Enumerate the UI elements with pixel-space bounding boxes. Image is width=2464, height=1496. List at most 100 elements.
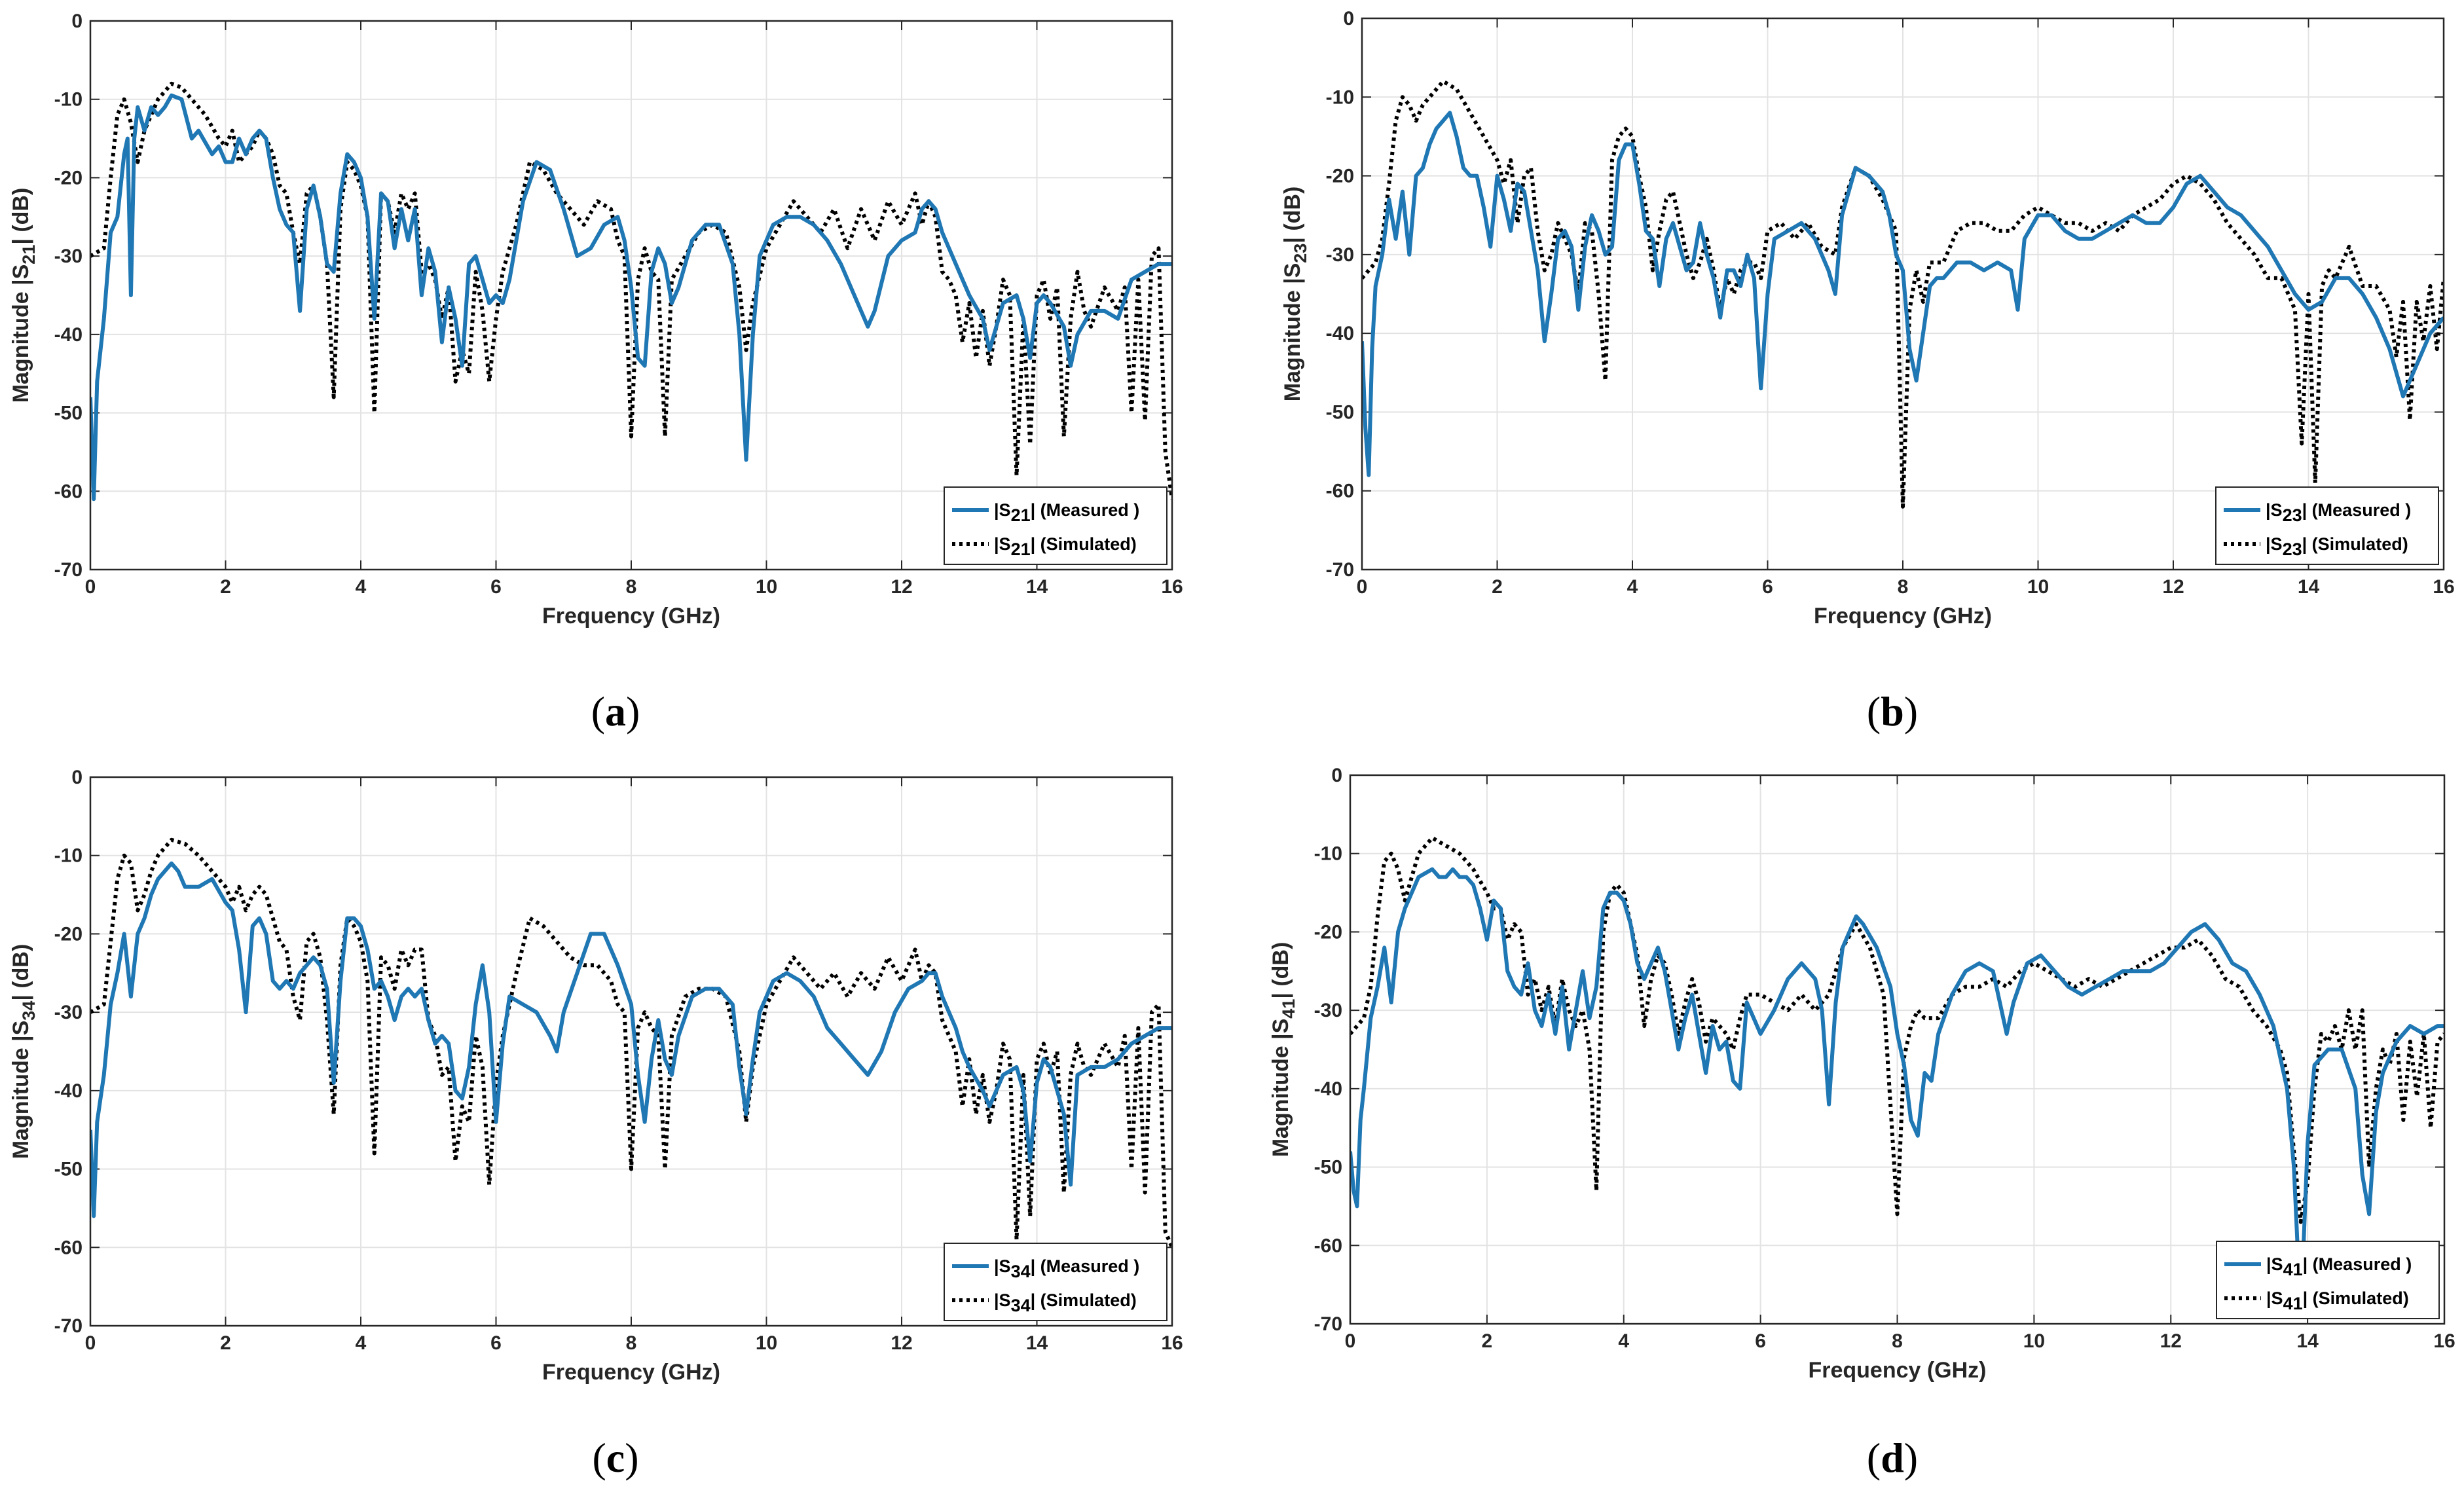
y-tick-label: -60	[54, 481, 83, 502]
x-tick-label: 8	[1898, 576, 1909, 598]
y-tick-label: -70	[54, 559, 83, 581]
axes-frame	[1361, 17, 2445, 571]
y-tick-label: 0	[1331, 765, 1342, 786]
y-tick-label: -50	[1326, 401, 1354, 423]
x-tick-label: 0	[85, 576, 96, 598]
x-tick-label: 14	[2296, 1330, 2319, 1352]
x-tick-label: 4	[1618, 1330, 1629, 1352]
x-tick-label: 0	[1345, 1330, 1356, 1352]
chart-svg-d: 0 2 4 6 8 10 12 14 16 0 -10 -20 -30 -40 -50 -60 -70 Frequ…	[1268, 765, 2455, 1383]
legend-label-measured: |S23| (Measured )	[2266, 500, 2411, 525]
series-line-measured	[90, 93, 1172, 502]
x-tick-label: 12	[2162, 576, 2184, 598]
y-tick-label: -40	[54, 1080, 83, 1102]
legend-box	[944, 486, 1168, 565]
chart-panel-c: 0 2 4 6 8 10 12 14 16 0 -10 -20 -30 -40 -50 -60 -70 Frequ…	[0, 746, 1218, 1408]
x-tick-label: 4	[356, 576, 367, 598]
axes-frame	[1349, 774, 2446, 1325]
legend-label-measured: |S21| (Measured )	[994, 500, 1139, 525]
x-tick-label: 6	[1755, 1330, 1766, 1352]
x-axis-label: Frequency (GHz)	[1808, 1358, 1986, 1383]
x-tick-label: 8	[626, 576, 637, 598]
x-tick-label: 2	[1482, 1330, 1493, 1352]
y-tick-label: -60	[1314, 1235, 1342, 1256]
x-tick-label: 8	[1892, 1330, 1903, 1352]
x-tick-label: 6	[1762, 576, 1773, 598]
x-tick-label: 10	[756, 576, 777, 598]
y-tick-label: -30	[54, 246, 83, 267]
y-tick-label: -40	[1314, 1078, 1342, 1100]
x-axis-label: Frequency (GHz)	[542, 604, 720, 629]
y-tick-label: 0	[71, 10, 83, 32]
x-tick-label: 12	[891, 1332, 912, 1354]
y-tick-label: -20	[54, 167, 83, 189]
x-tick-label: 4	[1627, 576, 1638, 598]
y-tick-label: 0	[71, 767, 83, 788]
y-tick-label: -20	[54, 923, 83, 945]
chart-panel-d: 0 2 4 6 8 10 12 14 16 0 -10 -20 -30 -40 -50 -60 -70 Frequ…	[1268, 746, 2464, 1408]
axes-frame	[89, 20, 1173, 571]
x-tick-label: 14	[1026, 1332, 1048, 1354]
caption-a: (a)	[591, 688, 640, 735]
legend-label-simulated: |S34| (Simulated)	[994, 1290, 1137, 1315]
y-tick-label: -20	[1314, 921, 1342, 943]
x-axis-label: Frequency (GHz)	[1814, 604, 1992, 629]
legend-label-simulated: |S41| (Simulated)	[2266, 1288, 2409, 1313]
legend-box	[2216, 1241, 2440, 1319]
legend-label-simulated: |S23| (Simulated)	[2266, 534, 2408, 559]
legend-label-simulated: |S21| (Simulated)	[994, 534, 1137, 559]
y-tick-label: -70	[1314, 1313, 1342, 1335]
legend-label-measured: |S41| (Measured )	[2266, 1254, 2412, 1279]
x-tick-label: 8	[626, 1332, 637, 1354]
y-tick-label: -70	[54, 1315, 83, 1337]
x-tick-label: 6	[490, 1332, 502, 1354]
x-tick-label: 2	[220, 1332, 231, 1354]
y-tick-label: -50	[1314, 1157, 1342, 1178]
legend-label-measured: |S34| (Measured )	[994, 1256, 1139, 1281]
y-axis-label: Magnitude |S23| (dB)	[1280, 187, 1310, 402]
x-tick-label: 2	[1492, 576, 1503, 598]
legend: |S34| (Measured ) |S34| (Simulated)	[944, 1243, 1168, 1321]
x-tick-label: 14	[2298, 576, 2320, 598]
series-line-simulated	[1362, 79, 2444, 509]
series-line-measured	[1350, 867, 2444, 1318]
y-tick-label: -10	[54, 89, 83, 111]
y-tick-label: -10	[1314, 843, 1342, 865]
y-axis-label: Magnitude |S41| (dB)	[1268, 942, 1298, 1158]
y-tick-label: -50	[54, 1159, 83, 1180]
y-tick-label: -60	[54, 1237, 83, 1258]
y-tick-label: -40	[54, 324, 83, 346]
x-tick-label: 16	[1161, 1332, 1183, 1354]
y-tick-label: -20	[1326, 166, 1354, 187]
x-tick-label: 4	[356, 1332, 367, 1354]
series-line-simulated	[90, 837, 1172, 1249]
chart-svg-c: 0 2 4 6 8 10 12 14 16 0 -10 -20 -30 -40 -50 -60 -70 Frequ…	[9, 767, 1183, 1385]
y-tick-label: -60	[1326, 481, 1354, 502]
x-tick-label: 10	[756, 1332, 777, 1354]
legend: |S21| (Measured ) |S21| (Simulated)	[944, 486, 1168, 565]
y-tick-label: -50	[54, 403, 83, 424]
x-tick-label: 2	[220, 576, 231, 598]
legend-box	[2215, 486, 2439, 565]
x-tick-label: 12	[2160, 1330, 2182, 1352]
x-tick-label: 16	[1161, 576, 1183, 598]
y-tick-label: -40	[1326, 323, 1354, 344]
legend: |S41| (Measured ) |S41| (Simulated)	[2216, 1241, 2440, 1319]
series-line-measured	[90, 861, 1172, 1218]
x-tick-label: 0	[1357, 576, 1368, 598]
chart-svg-a: 0 2 4 6 8 10 12 14 16 0 -10 -20 -30 -40 -50 -60 -70 Frequ…	[9, 10, 1183, 629]
caption-b: (b)	[1866, 688, 1919, 735]
x-tick-label: 10	[2023, 1330, 2045, 1352]
x-tick-label: 16	[2433, 576, 2454, 598]
x-tick-label: 10	[2027, 576, 2049, 598]
series-line-measured	[1362, 111, 2444, 477]
chart-svg-b: 0 2 4 6 8 10 12 14 16 0 -10 -20 -30 -40 -50 -60 -70 Frequ…	[1280, 8, 2455, 629]
chart-panel-b: 0 2 4 6 8 10 12 14 16 0 -10 -20 -30 -40 -50 -60 -70 Frequ…	[1277, 0, 2464, 661]
y-axis-label: Magnitude |S21| (dB)	[9, 188, 39, 403]
legend: |S23| (Measured ) |S23| (Simulated)	[2215, 486, 2439, 565]
y-tick-label: -30	[1314, 1000, 1342, 1021]
legend-box	[944, 1243, 1168, 1321]
axes-frame	[89, 776, 1173, 1327]
x-tick-label: 0	[85, 1332, 96, 1354]
x-tick-label: 6	[490, 576, 502, 598]
